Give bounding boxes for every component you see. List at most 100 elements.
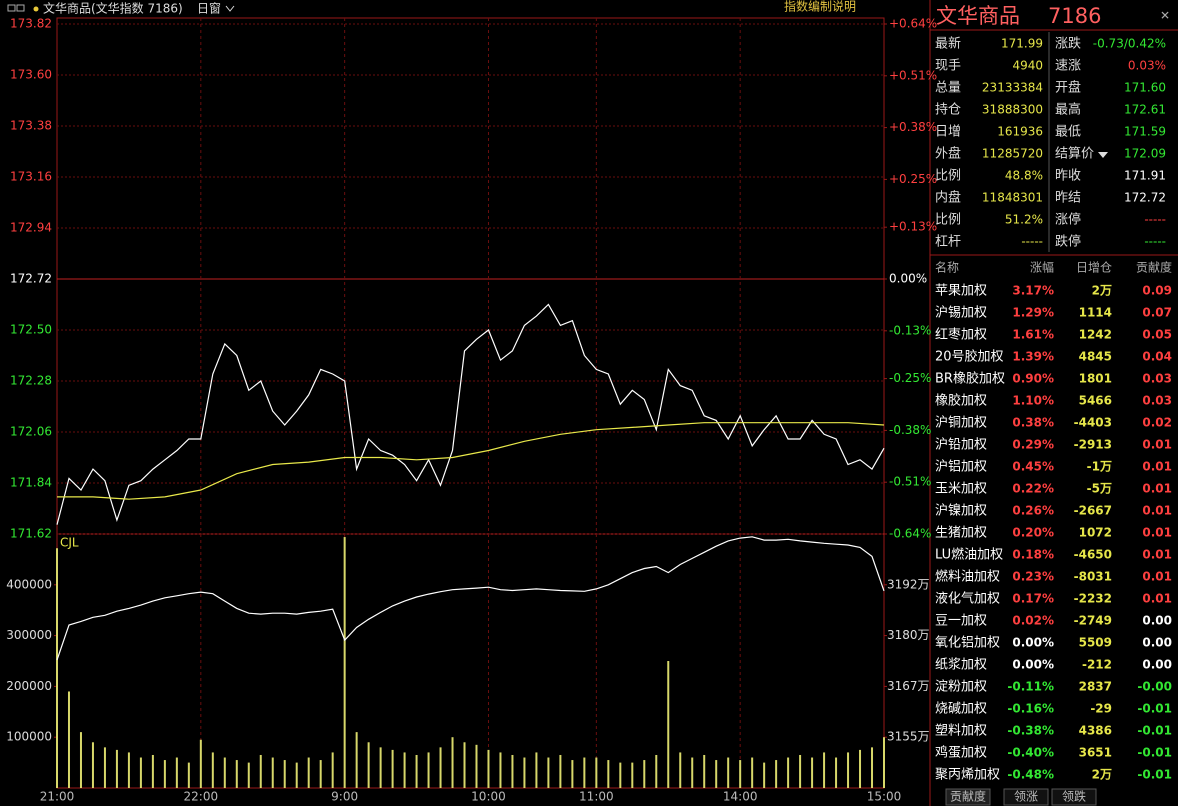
table-cell: -1万: [1087, 460, 1112, 474]
table-cell: -0.00: [1137, 680, 1172, 694]
volume-bar: [355, 732, 358, 788]
volume-bar: [499, 752, 502, 788]
table-cell: 聚丙烯加权: [935, 767, 1000, 783]
table-cell: 3.17%: [1012, 284, 1054, 298]
y-tick-label: 171.84: [10, 476, 52, 490]
quote-label: 最新: [935, 36, 961, 52]
table-cell: 0.01: [1142, 504, 1172, 518]
chart-frame: [56, 17, 885, 789]
table-cell: -2913: [1074, 438, 1112, 452]
x-tick-label: 22:00: [184, 790, 219, 804]
volume-bar: [475, 744, 478, 788]
volume-bar: [559, 754, 562, 788]
quote-value: 171.59: [1124, 125, 1166, 139]
volume-bar: [763, 762, 766, 788]
volume-bar: [727, 757, 730, 788]
volume-bar: [247, 762, 250, 788]
table-cell: 0.02: [1142, 416, 1172, 430]
window-icon[interactable]: [7, 4, 16, 12]
table-cell: 氧化铝加权: [935, 635, 1000, 651]
table-cell: 沪铜加权: [935, 415, 987, 431]
quote-value: 51.2%: [1005, 213, 1043, 227]
table-cell: 1.10%: [1012, 394, 1054, 408]
volume-bar: [271, 757, 274, 788]
volume-bar: [439, 747, 442, 788]
volume-bar: [511, 754, 514, 788]
y2-tick-label: 3155万: [887, 730, 930, 744]
tab-label[interactable]: 贡献度: [950, 789, 986, 804]
quote-value: 171.99: [1001, 37, 1043, 51]
volume-bar: [223, 757, 226, 788]
tab-label[interactable]: 领涨: [1014, 789, 1038, 804]
table-cell: 0.01: [1142, 438, 1172, 452]
window-close[interactable]: ✕: [1160, 9, 1170, 23]
help-link[interactable]: 指数编制说明: [784, 0, 856, 14]
y-tick-label: 100000: [6, 730, 52, 744]
table-header: 涨幅: [1030, 260, 1054, 275]
quote-value: 161936: [997, 125, 1043, 139]
volume-bar: [415, 754, 418, 788]
y2-tick-label: -0.64%: [889, 527, 931, 541]
volume-bar: [283, 760, 286, 788]
table-cell: 0.09: [1142, 284, 1172, 298]
volume-bar: [211, 752, 214, 788]
table-cell: 0.29%: [1012, 438, 1054, 452]
tab[interactable]: [945, 788, 991, 806]
volume-bar: [787, 757, 790, 788]
quote-value: 0.03%: [1128, 59, 1166, 73]
volume-bar: [751, 757, 754, 788]
table-cell: 鸡蛋加权: [935, 745, 987, 761]
volume-bar: [847, 752, 850, 788]
volume-bar: [619, 762, 622, 788]
tab[interactable]: [1003, 788, 1049, 806]
table-cell: 4845: [1079, 350, 1112, 364]
volume-bar: [235, 760, 238, 788]
volume-bar: [667, 661, 670, 788]
volume-bar: [595, 757, 598, 788]
volume-bar: [199, 739, 202, 788]
quote-code: 7186: [1048, 4, 1101, 28]
y2-tick-label: +0.25%: [889, 172, 937, 186]
quote-value: 31888300: [982, 103, 1043, 117]
table-cell: 苹果加权: [935, 283, 987, 299]
tab[interactable]: [1051, 788, 1097, 806]
y-tick-label: 400000: [6, 577, 52, 591]
quote-label: 比例: [935, 169, 961, 184]
quote-label: 涨跌: [1055, 36, 1081, 52]
volume-bar: [535, 752, 538, 788]
quote-label: 涨停: [1055, 212, 1081, 228]
quote-label: 结算价: [1055, 147, 1094, 162]
table-cell: -29: [1090, 702, 1112, 716]
y2-tick-label: 3180万: [887, 628, 930, 642]
table-cell: 0.22%: [1012, 482, 1054, 496]
volume-bar: [56, 548, 58, 788]
quote-label: 内盘: [935, 190, 961, 206]
volume-bar: [691, 757, 694, 788]
quote-value: 11285720: [982, 147, 1043, 161]
quote-value: 4940: [1012, 59, 1043, 73]
x-tick-label: 10:00: [471, 790, 506, 804]
quote-label: 总量: [935, 81, 961, 96]
y2-tick-label: 3192万: [887, 577, 930, 591]
volume-bar: [631, 762, 634, 788]
table-cell: 1072: [1079, 526, 1112, 540]
table-cell: 红枣加权: [935, 327, 987, 343]
y-tick-label: 172.50: [10, 323, 52, 337]
period-select[interactable]: 日窗: [197, 2, 221, 16]
volume-bar: [487, 749, 490, 788]
volume-bar: [643, 760, 646, 788]
y2-tick-label: 0.00%: [889, 272, 927, 286]
quote-label: 外盘: [935, 146, 961, 162]
table-cell: 1.39%: [1012, 350, 1054, 364]
volume-bar: [403, 752, 406, 788]
window-icon[interactable]: [16, 4, 25, 12]
table-cell: -2667: [1074, 504, 1112, 518]
table-cell: 4386: [1079, 724, 1112, 738]
y2-tick-label: 3167万: [887, 679, 930, 693]
table-cell: 纸浆加权: [935, 657, 987, 673]
quote-value: 172.72: [1124, 191, 1166, 205]
tab-label[interactable]: 领跌: [1062, 789, 1086, 804]
symbol-name[interactable]: 文华商品(文华指数 7186): [43, 1, 183, 16]
quote-label: 最低: [1055, 125, 1081, 140]
